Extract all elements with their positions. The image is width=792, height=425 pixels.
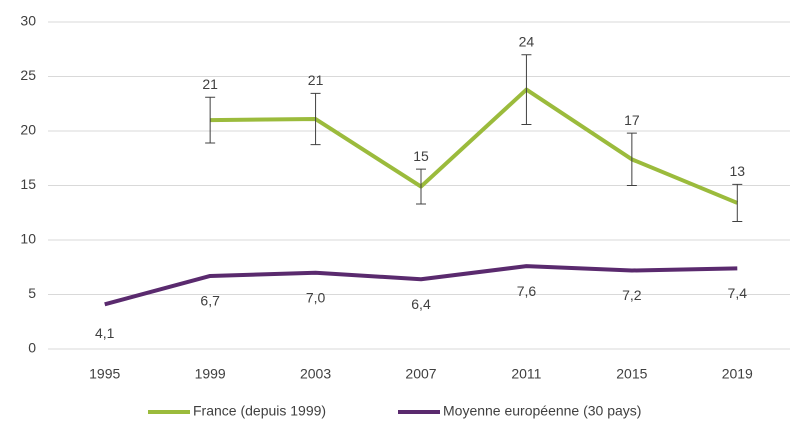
error-bar [205, 96, 216, 144]
series-line [104, 264, 738, 307]
x-tick-label: 2015 [616, 366, 647, 382]
data-label: 15 [413, 148, 429, 164]
x-tick-label: 1995 [89, 366, 120, 382]
series-line [210, 87, 739, 205]
error-bar [416, 168, 426, 205]
data-label: 7,2 [622, 287, 642, 303]
x-tick-label: 2011 [511, 366, 541, 382]
y-tick-label: 5 [28, 285, 36, 301]
error-bar [732, 183, 743, 222]
data-label: 6,4 [411, 296, 431, 312]
y-tick-label: 20 [20, 122, 36, 138]
data-label: 7,0 [306, 289, 326, 305]
data-label: 21 [202, 76, 218, 92]
legend-label: Moyenne européenne (30 pays) [443, 403, 641, 419]
data-label: 24 [519, 33, 535, 49]
x-tick-label: 1999 [195, 366, 226, 382]
legend-label: France (depuis 1999) [193, 403, 326, 419]
data-label: 21 [308, 72, 324, 88]
x-tick-label: 2007 [405, 366, 436, 382]
data-label: 7,6 [517, 283, 537, 299]
data-label: 6,7 [200, 293, 220, 309]
y-tick-label: 30 [20, 13, 36, 29]
data-label: 7,4 [728, 285, 748, 301]
y-tick-label: 25 [20, 67, 36, 83]
data-label: 17 [624, 112, 640, 128]
data-label: 4,1 [95, 325, 115, 341]
y-tick-label: 10 [20, 231, 36, 247]
data-label: 13 [729, 163, 745, 179]
error-bar [626, 132, 637, 186]
y-tick-label: 0 [28, 340, 36, 356]
error-bar [521, 54, 532, 125]
y-tick-label: 15 [20, 176, 36, 192]
x-tick-label: 2019 [722, 366, 753, 382]
error-bar [310, 92, 321, 146]
x-tick-label: 2003 [300, 366, 331, 382]
